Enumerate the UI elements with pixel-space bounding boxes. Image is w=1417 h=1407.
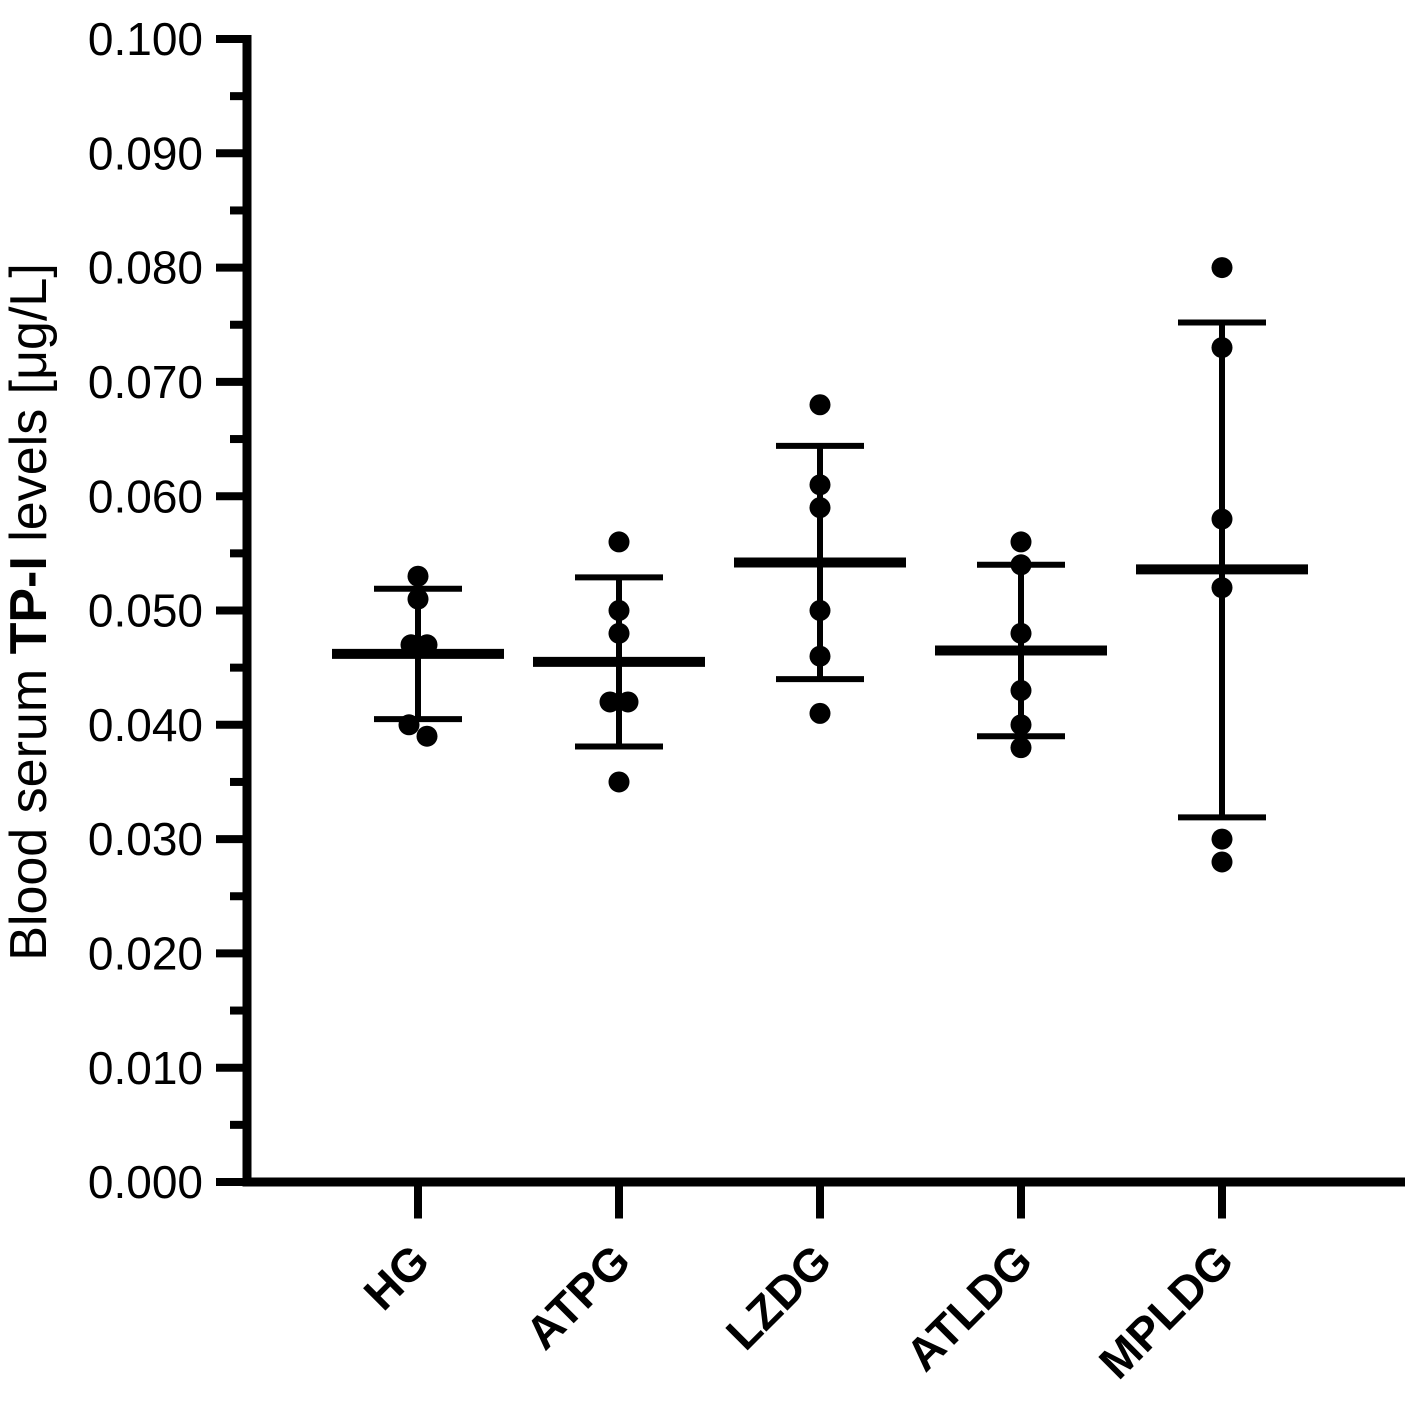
data-point: [400, 634, 422, 656]
y-tick-label: 0.060: [88, 470, 203, 522]
data-point: [809, 394, 831, 416]
data-point: [617, 691, 639, 713]
data-point: [416, 725, 438, 747]
data-point: [1010, 531, 1032, 553]
data-point: [1211, 508, 1233, 530]
data-point: [608, 622, 630, 644]
data-point: [1211, 828, 1233, 850]
series-layer: [332, 257, 1308, 873]
y-tick-label: 0.030: [88, 813, 203, 865]
data-point: [1010, 737, 1032, 759]
y-axis-title-bold: TP-I: [0, 556, 58, 654]
y-tick-label: 0.000: [88, 1156, 203, 1208]
data-point: [1211, 851, 1233, 873]
y-tick-label: 0.020: [88, 928, 203, 980]
data-point: [398, 714, 420, 736]
data-point: [1010, 714, 1032, 736]
y-tick-label: 0.070: [88, 356, 203, 408]
y-tick-label: 0.100: [88, 13, 203, 65]
x-category-label: LZDG: [716, 1234, 841, 1359]
y-axis-title-post: levels [μg/L]: [0, 263, 58, 556]
data-point: [1010, 622, 1032, 644]
y-tick-label: 0.090: [88, 127, 203, 179]
y-tick-label: 0.080: [88, 242, 203, 294]
data-point: [809, 600, 831, 621]
data-point: [1010, 554, 1032, 576]
data-point: [1211, 337, 1233, 359]
data-point: [809, 645, 831, 667]
data-point: [1010, 680, 1032, 702]
data-point: [1211, 577, 1233, 599]
data-point: [1211, 257, 1233, 279]
data-point: [407, 565, 429, 587]
data-point: [407, 588, 429, 610]
x-category-label: ATPG: [515, 1234, 640, 1359]
y-tick-label: 0.050: [88, 585, 203, 637]
x-category-label: HG: [354, 1234, 440, 1320]
data-point: [809, 702, 831, 724]
data-point: [599, 691, 621, 713]
data-point: [416, 634, 438, 656]
data-point: [608, 771, 630, 793]
data-point: [809, 497, 831, 519]
y-tick-label: 0.010: [88, 1042, 203, 1094]
axes-layer: 0.000 0.010 0.020 0.030 0.040 0.050 0.060 0.070…: [88, 13, 1405, 1389]
data-point: [608, 600, 630, 621]
y-axis-title-pre: Blood serum: [0, 654, 58, 960]
x-category-label: MPLDG: [1089, 1234, 1243, 1388]
data-point: [608, 531, 630, 553]
y-axis-title: Blood serum TP-I levels [μg/L]: [0, 263, 58, 961]
x-category-label: ATLDG: [896, 1234, 1042, 1380]
data-point: [809, 474, 831, 496]
y-tick-label: 0.040: [88, 699, 203, 751]
